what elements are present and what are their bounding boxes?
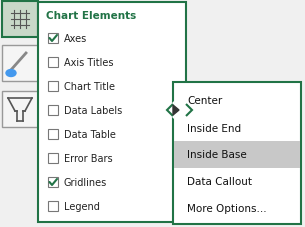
Text: Data Table: Data Table bbox=[64, 129, 116, 139]
Bar bbox=[173, 83, 301, 224]
Bar bbox=[2, 2, 38, 38]
Bar bbox=[48, 129, 58, 139]
Bar bbox=[38, 3, 186, 222]
Polygon shape bbox=[167, 105, 173, 116]
Bar bbox=[48, 82, 58, 92]
Text: Inside Base: Inside Base bbox=[187, 150, 247, 160]
Bar bbox=[2, 46, 38, 82]
Bar bbox=[48, 106, 58, 116]
Text: More Options...: More Options... bbox=[187, 204, 267, 214]
Text: Axis Titles: Axis Titles bbox=[64, 58, 113, 68]
Text: Data Callout: Data Callout bbox=[187, 177, 252, 187]
Bar bbox=[48, 34, 58, 44]
Polygon shape bbox=[186, 105, 192, 116]
Text: Chart Title: Chart Title bbox=[64, 82, 115, 92]
Text: Axes: Axes bbox=[64, 34, 87, 44]
Ellipse shape bbox=[6, 70, 16, 77]
Text: Legend: Legend bbox=[64, 201, 100, 211]
Text: Chart Elements: Chart Elements bbox=[46, 11, 136, 21]
Text: Inside End: Inside End bbox=[187, 123, 241, 133]
Bar bbox=[48, 177, 58, 187]
Text: Gridlines: Gridlines bbox=[64, 177, 107, 187]
Text: Error Bars: Error Bars bbox=[64, 153, 113, 163]
Bar bbox=[174, 141, 300, 168]
Bar bbox=[48, 201, 58, 211]
Text: Center: Center bbox=[187, 96, 222, 106]
Text: Data Labels: Data Labels bbox=[64, 106, 122, 116]
Polygon shape bbox=[173, 106, 179, 116]
Bar bbox=[2, 92, 38, 127]
Bar bbox=[48, 153, 58, 163]
Bar bbox=[48, 58, 58, 68]
